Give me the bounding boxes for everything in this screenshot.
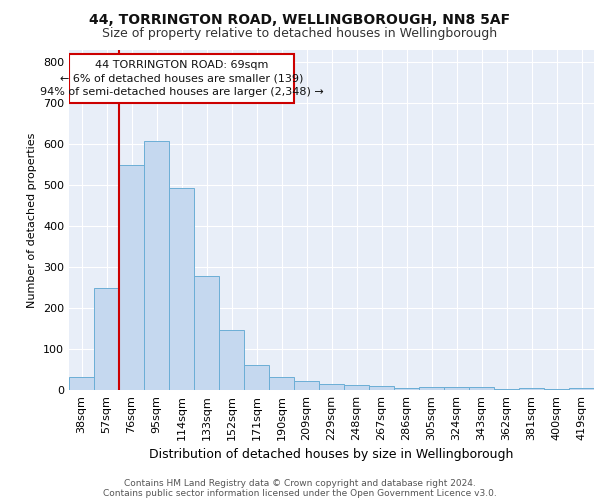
Bar [444,386,469,390]
Text: 44 TORRINGTON ROAD: 69sqm: 44 TORRINGTON ROAD: 69sqm [95,60,268,70]
Text: Contains HM Land Registry data © Crown copyright and database right 2024.: Contains HM Land Registry data © Crown c… [124,478,476,488]
Bar [69,54,294,104]
Bar [244,364,269,390]
Bar [544,389,569,390]
Y-axis label: Number of detached properties: Number of detached properties [28,132,37,308]
Bar [144,142,169,390]
Bar [394,388,419,390]
Bar [69,377,94,390]
Text: Contains public sector information licensed under the Open Government Licence v3: Contains public sector information licen… [103,488,497,498]
Bar [194,276,219,390]
Bar [369,386,394,390]
Bar [219,330,244,390]
X-axis label: Distribution of detached houses by size in Wellingborough: Distribution of detached houses by size … [149,448,514,462]
Bar [319,384,344,390]
Bar [569,388,594,390]
Bar [169,188,194,390]
Bar [269,378,294,390]
Bar [469,387,494,390]
Bar [344,385,369,390]
Bar [519,388,544,390]
Text: 44, TORRINGTON ROAD, WELLINGBOROUGH, NN8 5AF: 44, TORRINGTON ROAD, WELLINGBOROUGH, NN8… [89,12,511,26]
Bar [119,164,144,390]
Bar [294,381,319,390]
Text: ← 6% of detached houses are smaller (139): ← 6% of detached houses are smaller (139… [60,74,303,84]
Bar [494,389,519,390]
Bar [94,288,119,390]
Text: 94% of semi-detached houses are larger (2,348) →: 94% of semi-detached houses are larger (… [40,88,323,98]
Bar [419,386,444,390]
Text: Size of property relative to detached houses in Wellingborough: Size of property relative to detached ho… [103,28,497,40]
